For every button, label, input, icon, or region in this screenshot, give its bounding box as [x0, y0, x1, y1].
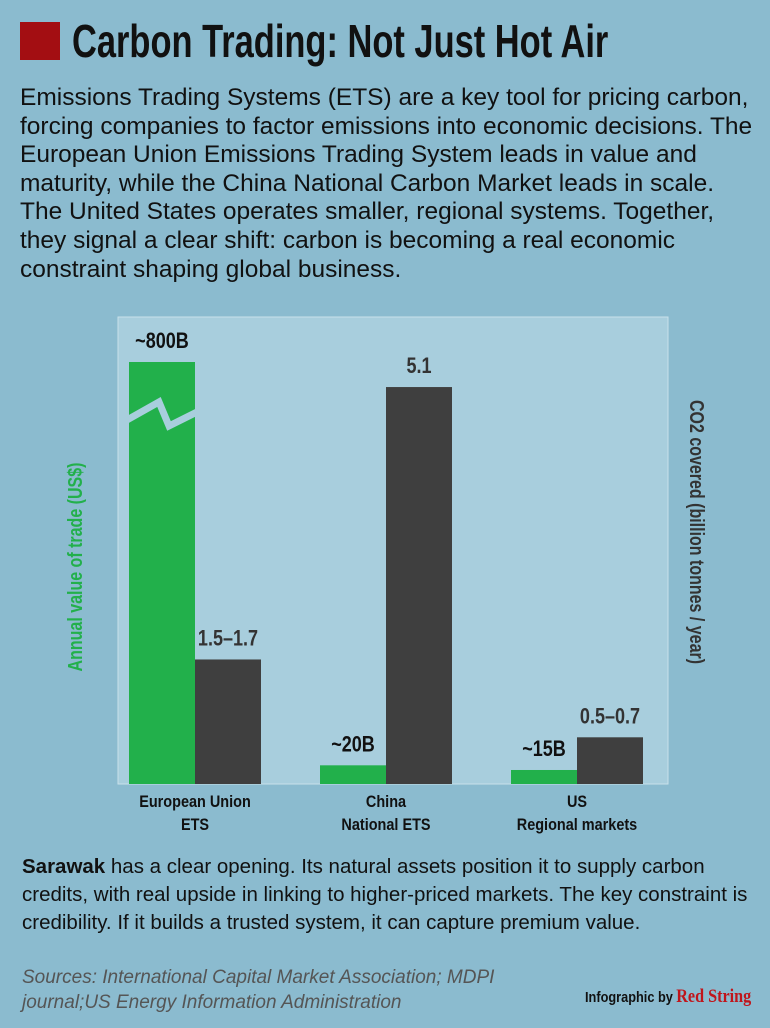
x-tick-label: US Regional markets [516, 792, 638, 834]
sources: Sources: International Capital Market As… [22, 967, 495, 1013]
x-tick-label: European Union ETS [139, 792, 251, 834]
credit-prefix: Infographic by [585, 989, 673, 1006]
chart: ~800B ~20B ~15B 1.5–1.7 5.1 0.5–0.7 Annual val… [64, 316, 708, 785]
bar [195, 659, 261, 784]
title: Carbon Trading: Not Just Hot Air [72, 15, 609, 67]
bar [577, 737, 643, 784]
value-label: ~800B [135, 329, 189, 353]
bar [129, 362, 195, 784]
bar [386, 387, 452, 784]
credit-brand: Red String [676, 986, 752, 1007]
value-label: 5.1 [406, 354, 431, 378]
value-label: ~20B [331, 733, 375, 757]
conclusion-bold: Sarawak [22, 855, 106, 878]
conclusion: Sarawak has a clear opening. Its natural… [22, 853, 762, 937]
intro: Emissions Trading Systems (ETS) are a ke… [20, 84, 753, 283]
bar [320, 765, 386, 784]
axis-break [125, 397, 199, 431]
value-label: ~15B [522, 737, 566, 761]
value-label: 0.5–0.7 [580, 705, 640, 729]
value-label: 1.5–1.7 [198, 627, 258, 651]
y2-axis-label: CO2 covered (billion tonnes / year) [686, 400, 708, 664]
y-axis-label: Annual value of trade (US$) [64, 463, 86, 672]
title-marker [20, 22, 60, 60]
conclusion-text: has a clear opening. Its natural assets … [22, 855, 748, 934]
x-tick-label: China National ETS [341, 792, 431, 834]
credit: Infographic by Red String [585, 986, 751, 1008]
bar [511, 769, 577, 784]
